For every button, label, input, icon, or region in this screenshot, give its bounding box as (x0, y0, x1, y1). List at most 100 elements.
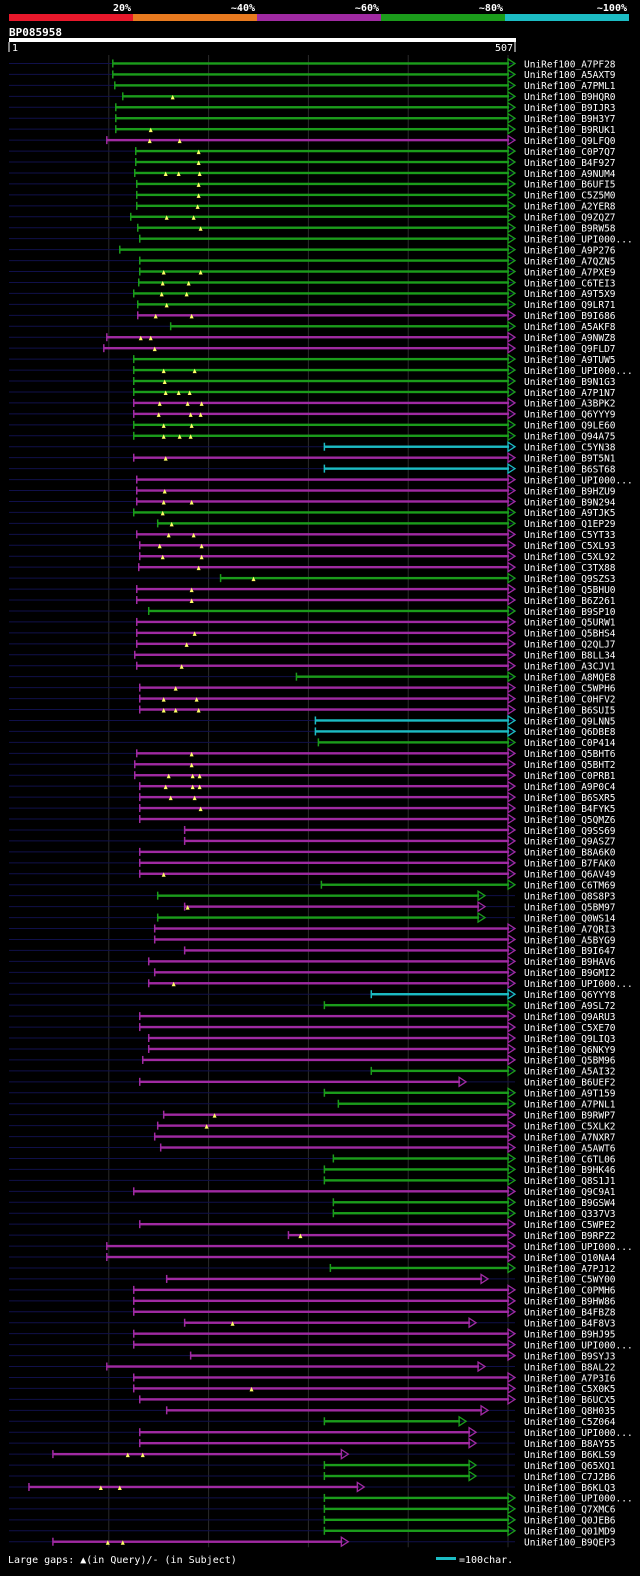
hit-arrow-head (507, 1174, 517, 1187)
hit-arrow-head (507, 1098, 517, 1110)
hit-bar (106, 1365, 480, 1368)
hit-row: UniRef100_Q5BHS4 (9, 627, 616, 640)
query-gap-marker (117, 1485, 122, 1490)
query-gap-marker (177, 138, 182, 144)
query-gap-marker (189, 313, 194, 319)
hit-label: UniRef100_A7P1N7 (524, 388, 616, 399)
hit-arrow-head (507, 550, 517, 562)
hit-bar (288, 1233, 509, 1237)
hit-label: UniRef100_C0P414 (524, 738, 616, 749)
hit-label: UniRef100_A5AWT6 (524, 1143, 616, 1154)
hit-row: UniRef100_Q6YYY9 (9, 408, 616, 421)
hit-label: UniRef100_A7P3I6 (524, 1373, 616, 1384)
hit-label: UniRef100_Q5BM97 (524, 902, 616, 913)
hit-label: UniRef100_B9IJR3 (524, 103, 616, 114)
hit-bar (324, 1518, 509, 1522)
hit-row: UniRef100_B9HW86 (9, 1295, 616, 1308)
hit-bar (133, 412, 509, 416)
hit-arrow-head (507, 1108, 517, 1121)
hit-bar (148, 1047, 509, 1051)
hit-arrow-head (507, 1010, 517, 1022)
hit-row: UniRef100_C0PMH6 (9, 1284, 616, 1297)
query-gap-marker (138, 335, 143, 341)
hit-arrow-head (507, 222, 517, 234)
hit-row: UniRef100_Q94A75 (9, 430, 616, 443)
hit-bar (166, 1277, 483, 1281)
hit-arrow-head (507, 583, 517, 595)
hit-label: UniRef100_UPI000... (524, 979, 633, 990)
hit-label: UniRef100_Q8S1J1 (524, 1176, 616, 1187)
query-gap-marker (187, 390, 192, 395)
hit-arrow-head (468, 1426, 478, 1438)
query-gap-marker (120, 1540, 125, 1545)
hit-row: UniRef100_A9TUW5 (9, 353, 616, 366)
hit-arrow-head (477, 911, 487, 924)
hit-bar (134, 763, 510, 766)
hit-arrow-head (507, 1021, 517, 1033)
hit-row: UniRef100_UPI000... (9, 232, 633, 245)
hit-bar (106, 1255, 510, 1259)
query-gap-marker (170, 94, 175, 100)
query-gap-marker (192, 795, 197, 801)
query-gap-marker (190, 784, 195, 790)
hit-label: UniRef100_B9N294 (524, 497, 616, 508)
hit-arrow-head (507, 342, 517, 354)
query-gap-marker (179, 664, 184, 669)
hit-arrow-head (507, 736, 517, 749)
hit-label: UniRef100_A9NWZ8 (524, 333, 616, 344)
hit-arrow-head (507, 386, 517, 398)
hit-bar (139, 1441, 471, 1445)
hit-bar (106, 336, 510, 339)
hit-row: UniRef100_C5YT33 (9, 528, 616, 541)
legend-swatch (381, 14, 505, 21)
hit-bar (130, 215, 509, 218)
hit-bar (148, 1036, 509, 1040)
hit-row: UniRef100_Q5QMZ6 (9, 813, 616, 826)
hit-bar (134, 171, 510, 175)
hit-bar (139, 806, 509, 810)
hit-label: UniRef100_Q9SS69 (524, 826, 616, 837)
hit-bar (139, 872, 509, 875)
query-gap-marker (164, 302, 169, 308)
hit-row: UniRef100_B6Z261 (9, 594, 616, 607)
hit-bar (157, 522, 509, 525)
hit-bar (139, 544, 509, 547)
hit-row: UniRef100_Q01MD9 (9, 1525, 616, 1538)
hit-label: UniRef100_B6KLS9 (524, 1450, 616, 1461)
hit-row: UniRef100_B9QEP3 (9, 1536, 616, 1549)
hit-label: UniRef100_B9GMI2 (524, 968, 616, 979)
hit-label: UniRef100_UPI000... (524, 1340, 633, 1351)
hit-arrow-head (507, 1492, 517, 1504)
hit-row: UniRef100_B9HK46 (9, 1163, 616, 1176)
hit-arrow-head (507, 1130, 517, 1143)
hit-row: UniRef100_B9GSW4 (9, 1196, 616, 1209)
hit-row: UniRef100_Q9FLD7 (9, 342, 616, 355)
hit-row: UniRef100_C6TM69 (9, 879, 616, 892)
hit-label: UniRef100_C5YT33 (524, 530, 616, 541)
hit-label: UniRef100_Q94A75 (524, 432, 616, 443)
hit-label: UniRef100_B9RPZ2 (524, 1231, 616, 1242)
hit-row: UniRef100_B6ST68 (9, 462, 616, 475)
footer-scale-swatch (436, 1557, 456, 1560)
hit-row: UniRef100_A5BYG9 (9, 933, 616, 946)
hit-arrow-head (507, 1229, 517, 1241)
query-gap-marker (189, 751, 194, 757)
hit-bar (371, 993, 509, 996)
hit-bar (139, 555, 509, 558)
hit-label: UniRef100_C6TM69 (524, 881, 616, 892)
hit-arrow-head (507, 462, 517, 475)
hit-row: UniRef100_A7PML1 (9, 79, 616, 92)
hit-label: UniRef100_C0HFV2 (524, 694, 616, 705)
hit-arrow-head (507, 868, 517, 880)
hit-row: UniRef100_B8AY55 (9, 1437, 616, 1450)
hit-label: UniRef100_B9SP10 (524, 607, 616, 618)
hit-row: UniRef100_B9RUK1 (9, 123, 616, 136)
hit-arrow-head (507, 287, 517, 300)
query-gap-marker (196, 182, 201, 187)
hit-arrow-head (507, 101, 517, 113)
hit-row: UniRef100_A7NXR7 (9, 1130, 616, 1143)
hit-bar (148, 982, 509, 985)
hit-label: UniRef100_B9HQR0 (524, 92, 616, 103)
hit-label: UniRef100_C0PMH6 (524, 1286, 616, 1297)
hit-bar (139, 1080, 461, 1084)
